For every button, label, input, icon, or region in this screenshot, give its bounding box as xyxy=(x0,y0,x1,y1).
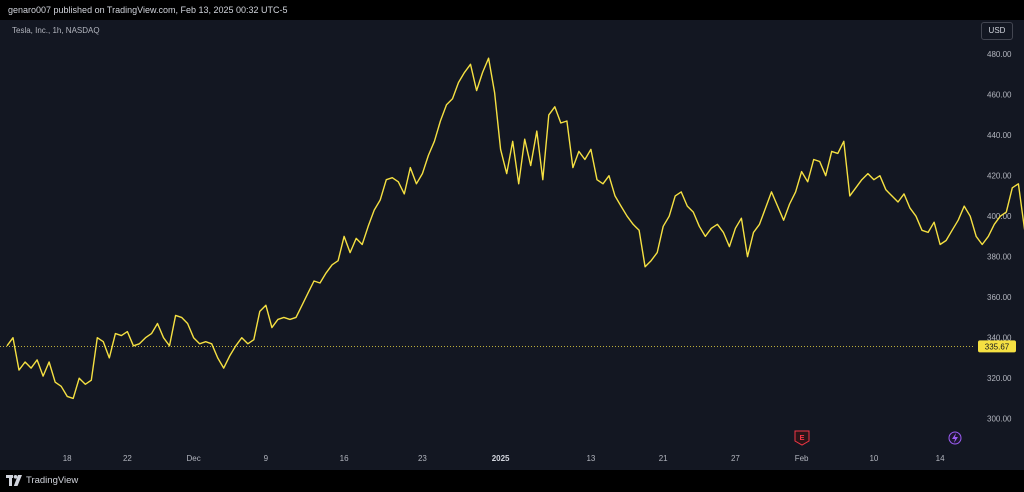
x-tick-label: 14 xyxy=(936,454,945,463)
x-tick-label: 9 xyxy=(264,454,269,463)
x-tick-label: 2025 xyxy=(492,454,510,463)
last-price-value: 335.67 xyxy=(985,342,1010,351)
x-tick-label: 13 xyxy=(586,454,595,463)
earnings-marker[interactable]: E xyxy=(794,430,810,446)
x-tick-label: Feb xyxy=(795,454,809,463)
last-price-badge-bg xyxy=(978,340,1016,353)
lightning-icon xyxy=(952,433,958,443)
publish-info: genaro007 published on TradingView.com, … xyxy=(8,5,288,15)
x-axis: 18 22 Dec 9 16 23 2025 13 21 27 Feb 10 14 xyxy=(63,454,945,463)
x-tick-label: 21 xyxy=(659,454,668,463)
y-tick-label: 380.00 xyxy=(987,253,1012,262)
last-price-badge: 335.67 xyxy=(978,340,1016,353)
publish-header: genaro007 published on TradingView.com, … xyxy=(0,0,1024,20)
x-tick-label: 23 xyxy=(418,454,427,463)
x-tick-label: 18 xyxy=(63,454,72,463)
footer: TradingView xyxy=(0,470,1024,492)
tradingview-logo-icon xyxy=(6,475,22,486)
dividend-marker[interactable] xyxy=(948,431,962,445)
currency-button[interactable]: USD xyxy=(981,22,1013,40)
tradingview-logo[interactable]: TradingView xyxy=(6,475,78,486)
x-tick-label: 10 xyxy=(869,454,878,463)
y-axis: 300.00320.00340.00360.00380.00400.00420.… xyxy=(987,50,1012,424)
price-series-line xyxy=(6,57,1024,400)
event-markers: E xyxy=(794,430,962,446)
y-tick-label: 460.00 xyxy=(987,91,1012,100)
earnings-icon xyxy=(794,430,810,446)
brand-name: TradingView xyxy=(26,475,79,486)
earnings-label: E xyxy=(799,433,804,442)
y-tick-label: 340.00 xyxy=(987,334,1012,343)
x-tick-label: 27 xyxy=(731,454,740,463)
y-tick-label: 420.00 xyxy=(987,172,1012,181)
symbol-label: Tesla, Inc., 1h, NASDAQ xyxy=(12,26,100,35)
x-tick-label: 16 xyxy=(340,454,349,463)
price-chart[interactable]: 300.00320.00340.00360.00380.00400.00420.… xyxy=(0,20,1024,470)
y-tick-label: 300.00 xyxy=(987,415,1012,424)
x-tick-label: Dec xyxy=(186,454,200,463)
y-tick-label: 440.00 xyxy=(987,131,1012,140)
y-tick-label: 480.00 xyxy=(987,50,1012,59)
y-tick-label: 320.00 xyxy=(987,374,1012,383)
y-tick-label: 360.00 xyxy=(987,293,1012,302)
chart-frame xyxy=(0,20,1024,470)
x-tick-label: 22 xyxy=(123,454,132,463)
